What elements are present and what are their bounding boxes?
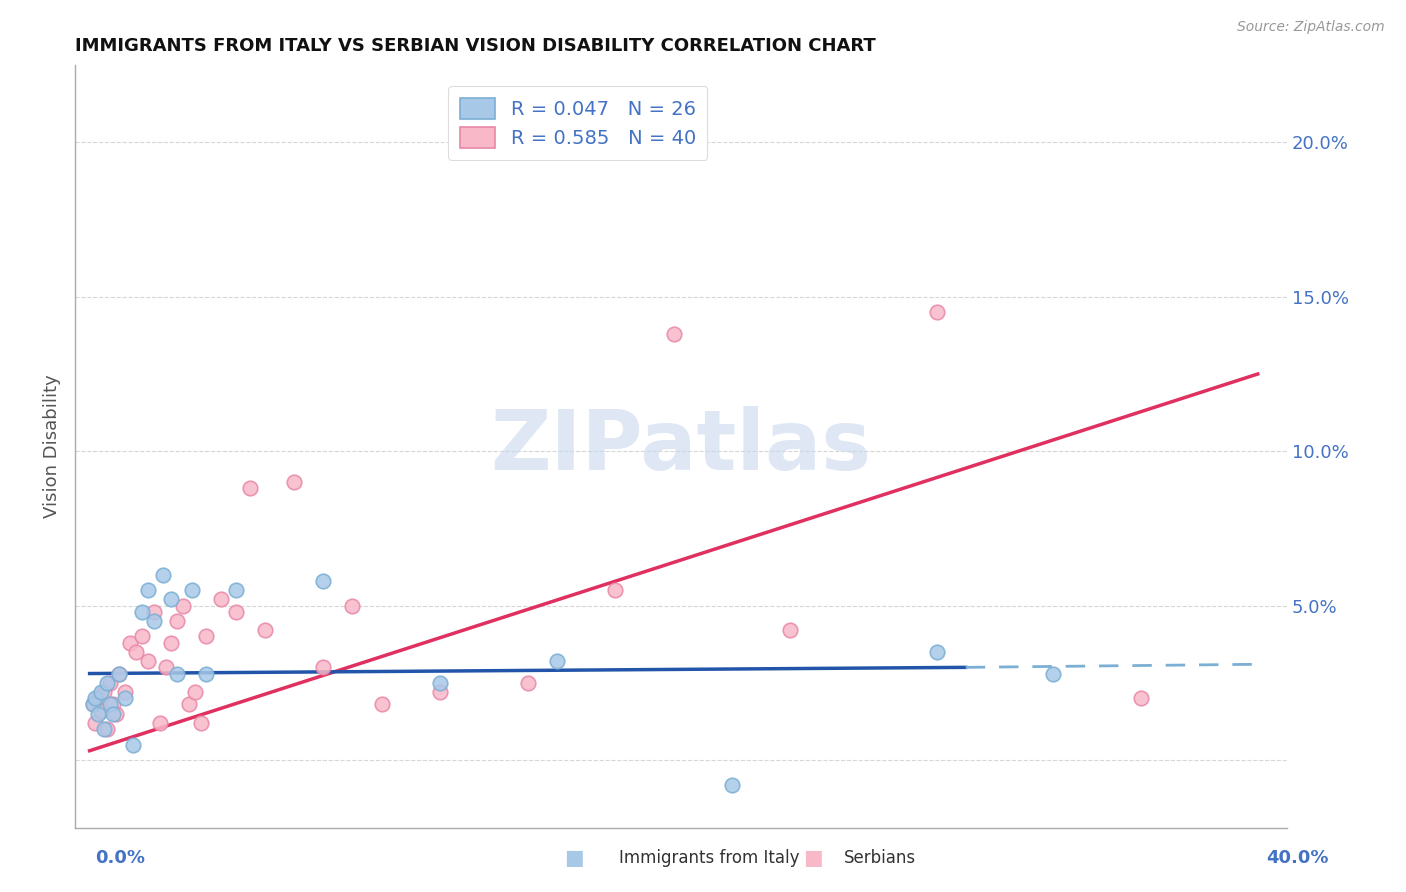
Point: [721, 778, 744, 792]
Point: [98, 675, 121, 690]
Point: [166, 614, 188, 628]
Point: [136, 654, 159, 668]
Point: [136, 583, 159, 598]
Y-axis label: Vision Disability: Vision Disability: [44, 375, 60, 518]
Point: [142, 605, 165, 619]
Point: [177, 698, 200, 712]
Point: [516, 675, 538, 690]
Point: [195, 630, 218, 644]
Point: [87, 691, 110, 706]
Point: [82, 698, 104, 712]
Point: [131, 630, 153, 644]
Point: [93, 685, 115, 699]
Point: [82, 698, 104, 712]
Point: [101, 706, 124, 721]
Point: [96, 675, 118, 690]
Point: [149, 715, 172, 730]
Point: [120, 635, 142, 649]
Point: [925, 645, 948, 659]
Point: [190, 715, 212, 730]
Legend: R = 0.047   N = 26, R = 0.585   N = 40: R = 0.047 N = 26, R = 0.585 N = 40: [449, 87, 707, 160]
Point: [312, 660, 335, 674]
Point: [131, 605, 153, 619]
Point: [283, 475, 305, 489]
Point: [142, 614, 165, 628]
Point: [152, 567, 174, 582]
Text: IMMIGRANTS FROM ITALY VS SERBIAN VISION DISABILITY CORRELATION CHART: IMMIGRANTS FROM ITALY VS SERBIAN VISION …: [75, 37, 876, 55]
Point: [253, 624, 276, 638]
Text: ■: ■: [803, 848, 823, 868]
Point: [114, 685, 136, 699]
Text: Immigrants from Italy: Immigrants from Italy: [619, 849, 799, 867]
Point: [172, 599, 194, 613]
Text: 40.0%: 40.0%: [1267, 849, 1329, 867]
Point: [1042, 666, 1064, 681]
Point: [122, 738, 145, 752]
Point: [225, 605, 247, 619]
Point: [108, 666, 131, 681]
Point: [312, 574, 335, 588]
Point: [429, 675, 451, 690]
Point: [546, 654, 568, 668]
Point: [195, 666, 218, 681]
Point: [779, 624, 801, 638]
Point: [662, 326, 685, 341]
Point: [225, 583, 247, 598]
Point: [166, 666, 188, 681]
Text: ■: ■: [564, 848, 583, 868]
Point: [209, 592, 232, 607]
Point: [925, 305, 948, 319]
Point: [84, 715, 107, 730]
Text: Serbians: Serbians: [844, 849, 915, 867]
Point: [93, 722, 115, 736]
Point: [98, 698, 121, 712]
Point: [87, 706, 110, 721]
Point: [125, 645, 148, 659]
Point: [96, 722, 118, 736]
Point: [160, 635, 183, 649]
Point: [90, 685, 112, 699]
Point: [370, 698, 392, 712]
Point: [84, 691, 107, 706]
Point: [155, 660, 177, 674]
Point: [342, 599, 364, 613]
Point: [160, 592, 183, 607]
Point: [108, 666, 131, 681]
Point: [1129, 691, 1152, 706]
Point: [239, 481, 262, 495]
Text: 0.0%: 0.0%: [96, 849, 146, 867]
Text: ZIPatlas: ZIPatlas: [491, 406, 872, 487]
Point: [605, 583, 627, 598]
Point: [180, 583, 202, 598]
Point: [104, 706, 127, 721]
Point: [90, 704, 112, 718]
Text: Source: ZipAtlas.com: Source: ZipAtlas.com: [1237, 20, 1385, 34]
Point: [114, 691, 136, 706]
Point: [429, 685, 451, 699]
Point: [184, 685, 207, 699]
Point: [101, 698, 124, 712]
